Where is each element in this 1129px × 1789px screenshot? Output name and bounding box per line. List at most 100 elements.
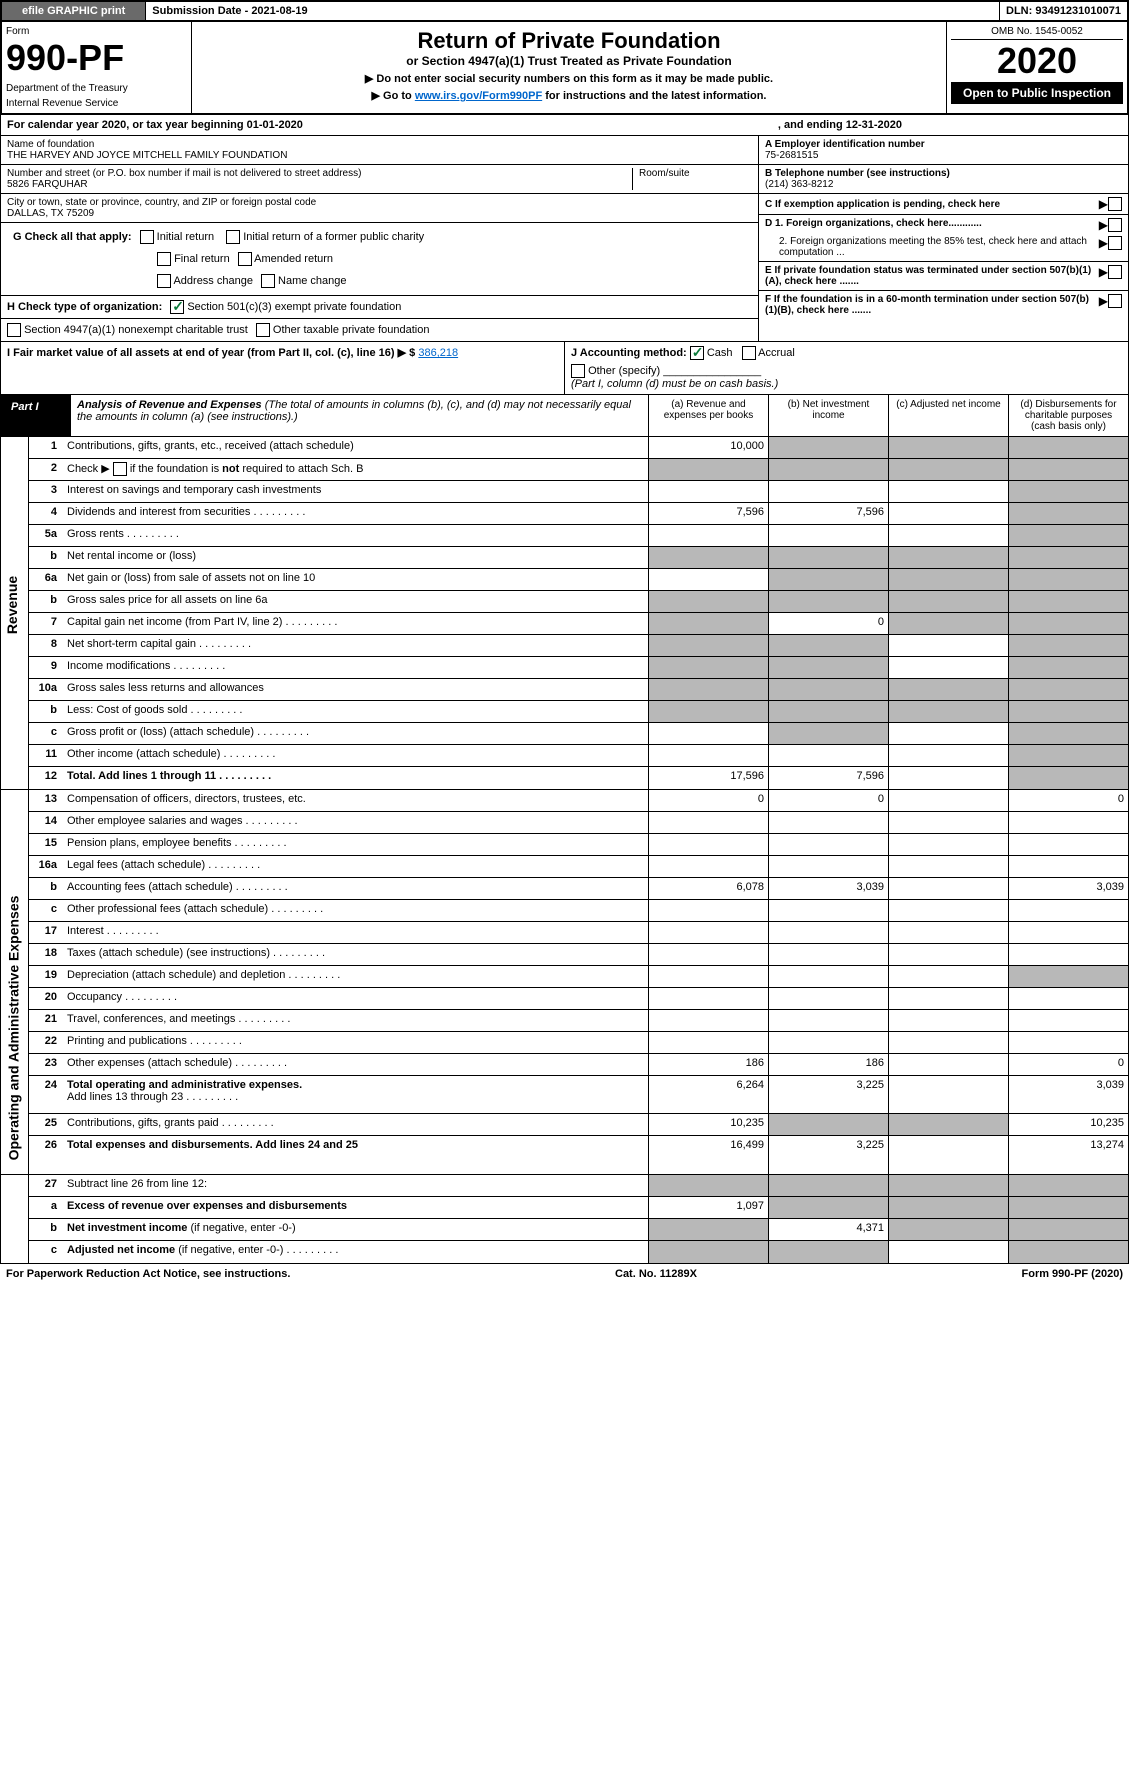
line-num: 2	[29, 459, 63, 480]
cell-b	[768, 966, 888, 987]
efile-print-button[interactable]: efile GRAPHIC print	[2, 2, 146, 20]
cb-foreign-org[interactable]	[1108, 218, 1122, 232]
cell-b	[768, 745, 888, 766]
cell-a	[648, 657, 768, 678]
cell-c	[888, 834, 1008, 855]
cb-other-taxable[interactable]	[256, 323, 270, 337]
line-desc: Other expenses (attach schedule)	[63, 1054, 648, 1075]
form-header: Form 990-PF Department of the Treasury I…	[0, 22, 1129, 115]
cb-addr-change[interactable]	[157, 274, 171, 288]
line-num: 24	[29, 1076, 63, 1113]
line-num: a	[29, 1197, 63, 1218]
cb-accrual[interactable]	[742, 346, 756, 360]
cell-a	[648, 900, 768, 921]
cb-501c3[interactable]	[170, 300, 184, 314]
arrow-icon: ▶	[1099, 197, 1108, 211]
line-desc: Travel, conferences, and meetings	[63, 1010, 648, 1031]
cell-d	[1008, 944, 1128, 965]
line-num: b	[29, 701, 63, 722]
accrual-label: Accrual	[758, 347, 795, 359]
cell-a: 10,235	[648, 1114, 768, 1135]
g-label: G Check all that apply:	[13, 231, 132, 243]
line-desc: Adjusted net income (if negative, enter …	[63, 1241, 648, 1263]
cb-name-change[interactable]	[261, 274, 275, 288]
cal-year-begin: For calendar year 2020, or tax year begi…	[7, 119, 303, 131]
cb-60month[interactable]	[1108, 294, 1122, 308]
cell-c	[888, 657, 1008, 678]
cb-status-terminated[interactable]	[1108, 265, 1122, 279]
omb-number: OMB No. 1545-0052	[951, 26, 1123, 40]
line-num: 13	[29, 790, 63, 811]
cell-a	[648, 834, 768, 855]
ein-value: 75-2681515	[765, 150, 1122, 161]
cb-initial-former[interactable]	[226, 230, 240, 244]
line-desc: Contributions, gifts, grants paid	[63, 1114, 648, 1135]
cell-c	[888, 790, 1008, 811]
line-num: 16a	[29, 856, 63, 877]
cb-initial[interactable]	[140, 230, 154, 244]
line-desc: Check ▶ if the foundation is not require…	[63, 459, 648, 480]
line-desc: Gross sales less returns and allowances	[63, 679, 648, 700]
line-desc: Depreciation (attach schedule) and deple…	[63, 966, 648, 987]
col-c-header: (c) Adjusted net income	[888, 395, 1008, 436]
page-footer: For Paperwork Reduction Act Notice, see …	[0, 1264, 1129, 1284]
cell-c	[888, 459, 1008, 480]
cell-d: 3,039	[1008, 878, 1128, 899]
amended-return: Amended return	[254, 253, 333, 265]
cell-b: 3,225	[768, 1076, 888, 1113]
cb-85pct[interactable]	[1108, 236, 1122, 250]
cell-a	[648, 745, 768, 766]
line-desc: Net short-term capital gain	[63, 635, 648, 656]
line-num: c	[29, 723, 63, 744]
cell-b	[768, 437, 888, 458]
cell-c	[888, 1076, 1008, 1113]
cell-b	[768, 701, 888, 722]
cb-amended[interactable]	[238, 252, 252, 266]
cell-d: 0	[1008, 790, 1128, 811]
expenses-side-label: Operating and Administrative Expenses	[5, 896, 21, 1161]
initial-former: Initial return of a former public charit…	[243, 231, 424, 243]
irs-link[interactable]: www.irs.gov/Form990PF	[415, 90, 542, 102]
cell-c	[888, 635, 1008, 656]
line-num: 19	[29, 966, 63, 987]
line-num: 25	[29, 1114, 63, 1135]
phone-value: (214) 363-8212	[765, 179, 1122, 190]
cell-b	[768, 569, 888, 590]
cell-a: 186	[648, 1054, 768, 1075]
goto-line: ▶ Go to www.irs.gov/Form990PF for instru…	[198, 89, 940, 102]
cash-label: Cash	[707, 347, 733, 359]
cell-c	[888, 591, 1008, 612]
cb-4947[interactable]	[7, 323, 21, 337]
cell-c	[888, 1114, 1008, 1135]
col-a-header: (a) Revenue and expenses per books	[648, 395, 768, 436]
cell-d	[1008, 525, 1128, 546]
calendar-year-row: For calendar year 2020, or tax year begi…	[0, 115, 1129, 136]
line-num: 11	[29, 745, 63, 766]
line-num: 14	[29, 812, 63, 833]
fmv-link[interactable]: 386,218	[418, 347, 458, 359]
ssn-warning: ▶ Do not enter social security numbers o…	[198, 72, 940, 85]
cell-a	[648, 591, 768, 612]
phone-label: B Telephone number (see instructions)	[765, 168, 1122, 179]
cell-b	[768, 1241, 888, 1263]
cb-sch-b[interactable]	[113, 462, 127, 476]
line-desc: Legal fees (attach schedule)	[63, 856, 648, 877]
line-num: 5a	[29, 525, 63, 546]
revenue-section: Revenue 1Contributions, gifts, grants, e…	[0, 437, 1129, 790]
cell-c	[888, 1054, 1008, 1075]
cell-b: 4,371	[768, 1219, 888, 1240]
cb-exemption-pending[interactable]	[1108, 197, 1122, 211]
line-num: 17	[29, 922, 63, 943]
line-desc: Printing and publications	[63, 1032, 648, 1053]
line-desc: Taxes (attach schedule) (see instruction…	[63, 944, 648, 965]
line-desc: Gross sales price for all assets on line…	[63, 591, 648, 612]
line-desc: Occupancy	[63, 988, 648, 1009]
cell-d	[1008, 591, 1128, 612]
cb-other-method[interactable]	[571, 364, 585, 378]
cell-b	[768, 1032, 888, 1053]
cb-final[interactable]	[157, 252, 171, 266]
arrow-icon: ▶	[1099, 236, 1108, 258]
paperwork-notice: For Paperwork Reduction Act Notice, see …	[6, 1268, 290, 1280]
cb-cash[interactable]	[690, 346, 704, 360]
cell-b: 0	[768, 790, 888, 811]
